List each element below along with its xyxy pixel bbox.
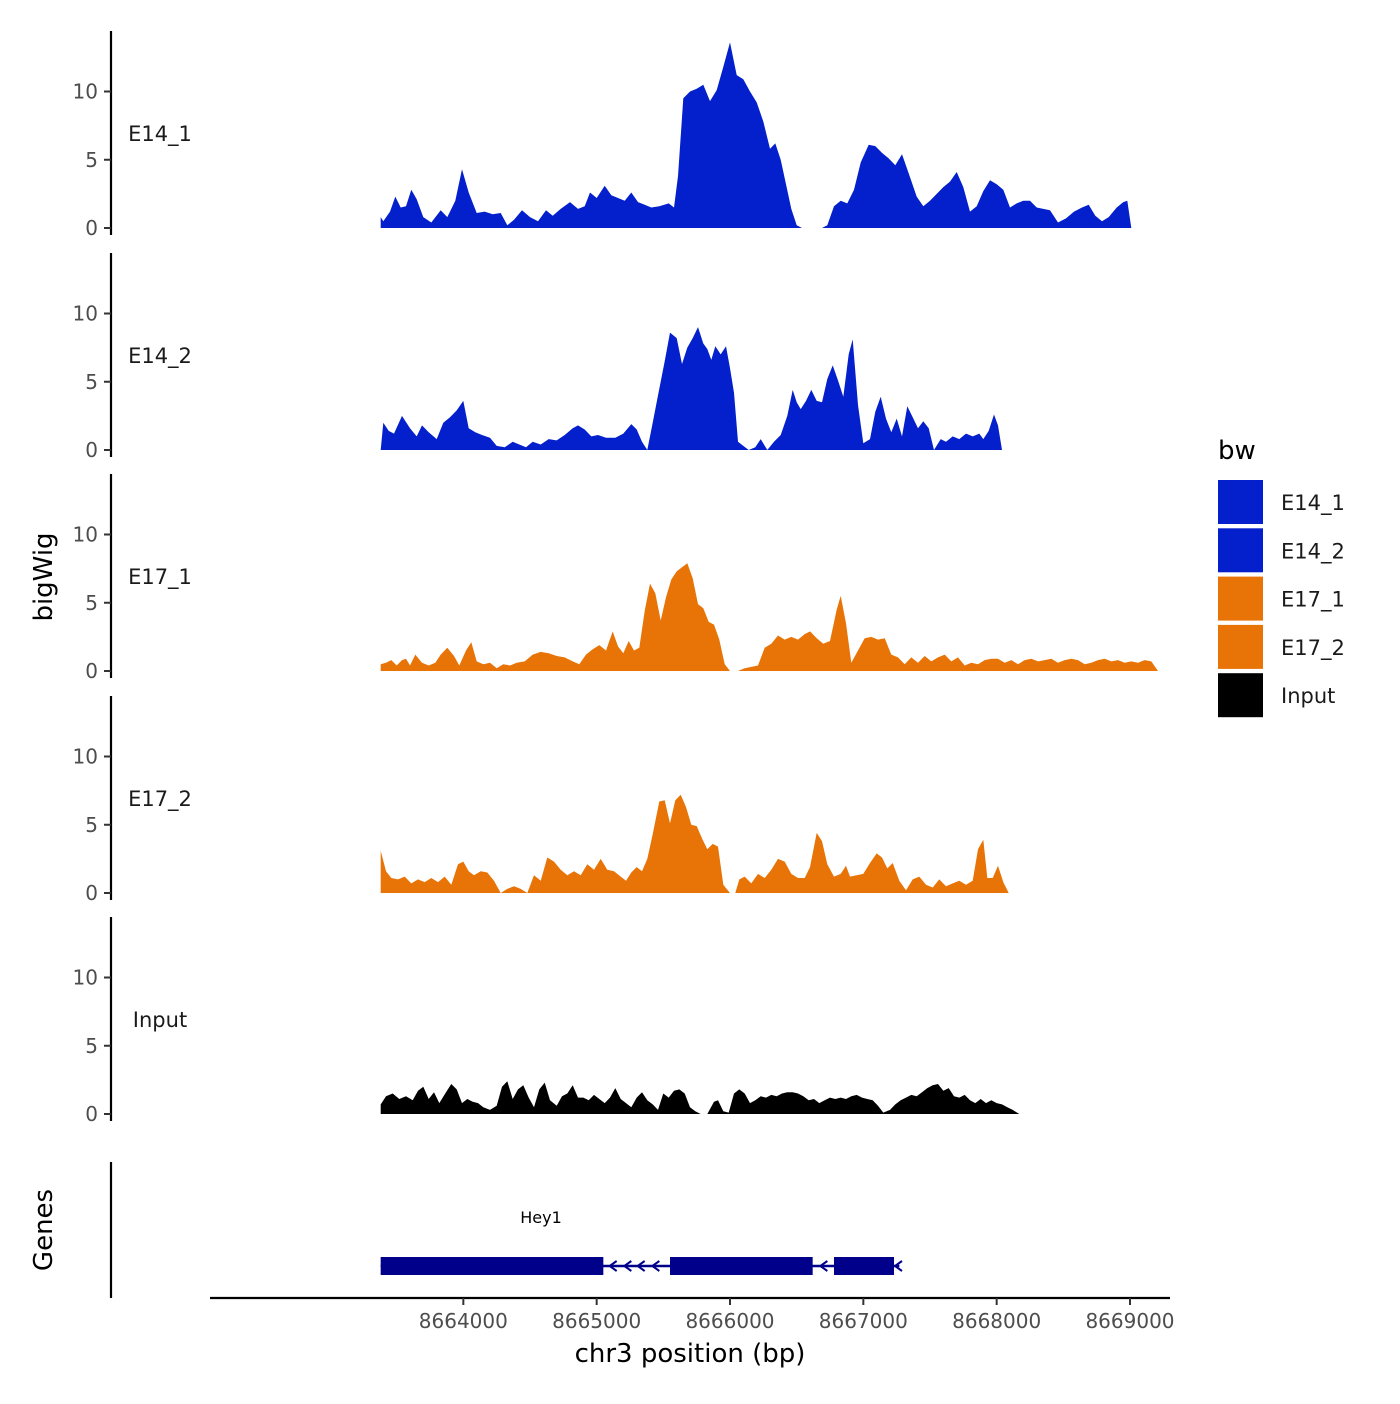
coverage-area-E17_2 [380, 794, 1009, 893]
track-E14_1: 0 5 10 E14_1 [73, 31, 1132, 240]
legend: bw E14_1 E14_2 E17_1 E17_2 Input [1218, 436, 1345, 718]
x-tick-label: 8666000 [685, 1309, 774, 1333]
legend-item-Input: Input [1218, 673, 1335, 718]
coverage-area-E14_2 [380, 327, 1002, 450]
coverage-area-E14_1 [380, 42, 1132, 229]
strand-arrow [893, 1260, 903, 1272]
y-tick-label: 0 [85, 216, 98, 240]
y-tick-label: 5 [85, 813, 98, 837]
strand-arrow [635, 1260, 646, 1272]
y-tick-label: 10 [73, 80, 98, 104]
y-tick-label: 0 [85, 438, 98, 462]
y-tick-label: 0 [85, 1102, 98, 1126]
x-axis-ticks: 8664000 8665000 8666000 8667000 8668000 86690… [419, 1298, 1175, 1333]
gene-panel-title: Genes [29, 1189, 59, 1271]
legend-swatch [1218, 624, 1263, 669]
gene-exon [834, 1257, 894, 1275]
x-tick-label: 8668000 [952, 1309, 1041, 1333]
y-tick-label: 10 [73, 966, 98, 990]
y-tick-label: 5 [85, 370, 98, 394]
x-tick-label: 8665000 [552, 1309, 641, 1333]
track-label: E17_1 [128, 565, 192, 590]
track-label: E17_2 [128, 787, 192, 812]
y-tick-label: 10 [73, 523, 98, 547]
y-tick-label: 0 [85, 659, 98, 683]
gene-track: Hey1 [380, 1208, 903, 1275]
track-E14_2: 0 5 10 E14_2 [73, 253, 1002, 462]
legend-item-E17_1: E17_1 [1218, 576, 1345, 621]
coverage-area-Input [380, 1081, 1020, 1114]
track-label: E14_2 [128, 344, 192, 369]
y-tick-label: 0 [85, 881, 98, 905]
legend-swatch [1218, 576, 1263, 621]
track-E17_2: 0 5 10 E17_2 [73, 696, 1009, 905]
track-label: Input [133, 1008, 187, 1032]
y-tick-label: 10 [73, 302, 98, 326]
y-axis-title: bigWig [29, 532, 59, 621]
y-tick-label: 5 [85, 591, 98, 615]
strand-arrow [650, 1260, 660, 1272]
y-tick-label: 5 [85, 1034, 98, 1058]
x-axis-title: chr3 position (bp) [575, 1339, 806, 1369]
gene-label: Hey1 [520, 1208, 562, 1227]
legend-label: E14_1 [1281, 491, 1345, 516]
gene-exon [380, 1257, 604, 1275]
legend-swatch [1218, 528, 1263, 573]
legend-swatch [1218, 673, 1263, 718]
y-tick-label: 5 [85, 148, 98, 172]
legend-item-E17_2: E17_2 [1218, 624, 1345, 669]
legend-label: E17_2 [1281, 636, 1345, 661]
legend-title: bw [1218, 436, 1256, 466]
x-tick-label: 8664000 [419, 1309, 508, 1333]
strand-arrow [607, 1260, 618, 1272]
x-tick-label: 8669000 [1085, 1309, 1174, 1333]
track-E17_1: 0 5 10 E17_1 [73, 474, 1158, 683]
legend-swatch [1218, 480, 1263, 524]
track-label: E14_1 [128, 122, 192, 147]
legend-label: E17_1 [1281, 588, 1345, 613]
legend-item-E14_1: E14_1 [1218, 480, 1345, 524]
legend-label: E14_2 [1281, 539, 1345, 564]
gene-exon [670, 1257, 813, 1275]
x-tick-label: 8667000 [819, 1309, 908, 1333]
strand-arrow [622, 1260, 632, 1272]
y-tick-label: 10 [73, 745, 98, 769]
gene-Hey1: Hey1 [380, 1208, 903, 1275]
track-Input: 0 5 10 Input [73, 917, 1020, 1126]
coverage-area-E17_1 [380, 563, 1158, 671]
legend-label: Input [1281, 684, 1335, 708]
strand-arrow [818, 1260, 828, 1272]
tracks-layer: 0 5 10 E14_1 0 5 10 E14_2 0 5 10 E17_1 0 5 10 E17_2 0 5 10… [73, 31, 1158, 1126]
legend-item-E14_2: E14_2 [1218, 528, 1345, 573]
